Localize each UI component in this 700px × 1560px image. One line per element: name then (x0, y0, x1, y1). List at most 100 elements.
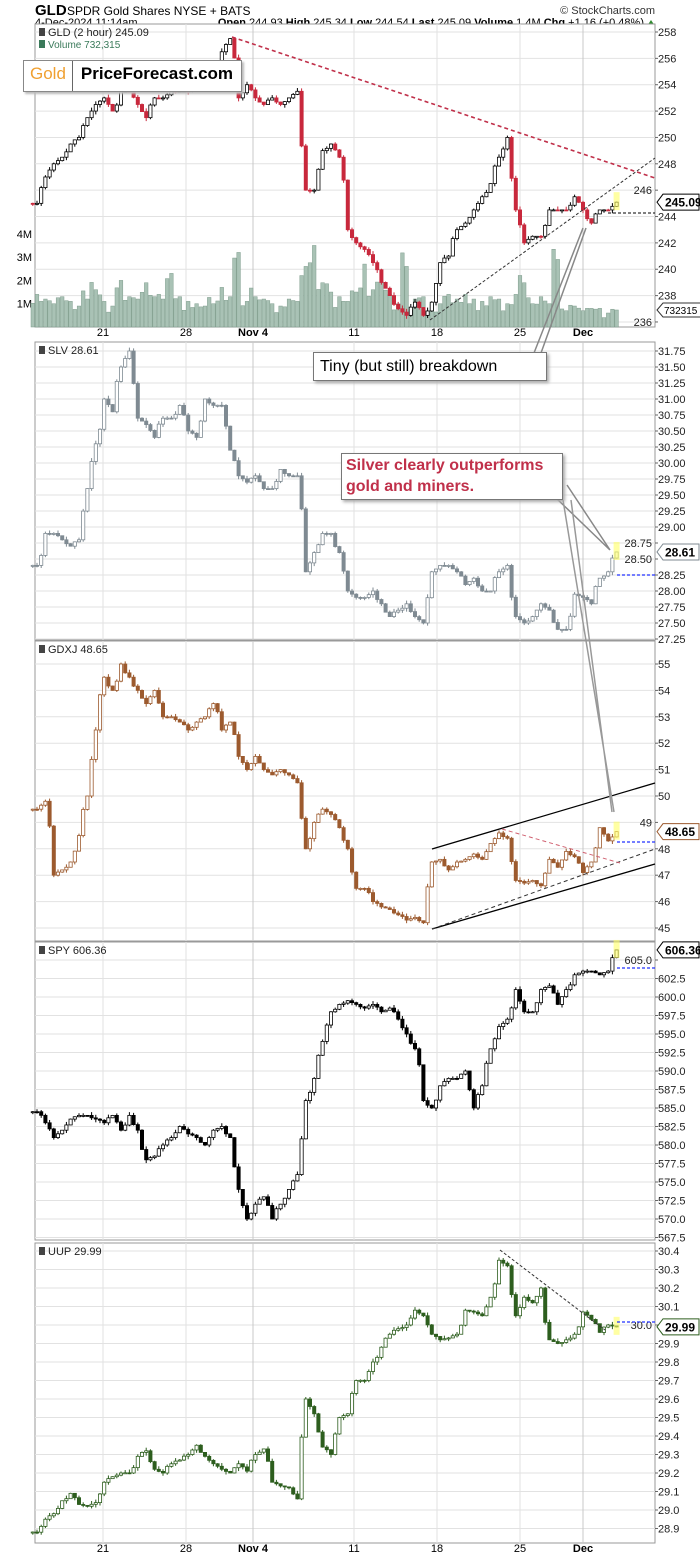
candle-body (480, 196, 485, 204)
candle-body (152, 430, 157, 438)
candle-body (240, 1189, 245, 1207)
volume-bar (257, 299, 262, 328)
candle-body (421, 307, 426, 316)
breakdown-callout: Tiny (but still) breakdown (313, 352, 547, 381)
candle-body (299, 1436, 304, 1500)
candle-body (98, 428, 103, 445)
candle-body (383, 1009, 388, 1013)
candle-body (190, 726, 195, 731)
candle-body (383, 906, 388, 909)
candle-body (72, 1492, 77, 1499)
panel-label: UUP 29.99 (48, 1246, 102, 1258)
volume-bar (564, 310, 569, 328)
volume-bar (484, 305, 489, 328)
candle-body (286, 97, 291, 103)
candle-body (47, 533, 52, 535)
candle-body (438, 565, 443, 570)
candle-body (123, 1124, 128, 1131)
candle-body (316, 168, 321, 191)
candle-body (450, 1077, 455, 1080)
volume-bar (471, 298, 476, 328)
candle-body (93, 104, 98, 112)
candle-body (324, 808, 329, 813)
candle-body (51, 825, 56, 876)
candle-body (375, 590, 380, 600)
candle-body (463, 575, 468, 585)
gdxj-channel-lower (431, 863, 656, 930)
candle-body (320, 1431, 325, 1448)
candle-body (417, 301, 422, 308)
candle-body (169, 1463, 174, 1467)
last-candle-highlight (613, 939, 620, 958)
volume-bar (282, 306, 287, 328)
candle-body (404, 311, 409, 316)
candle-body (547, 1321, 552, 1341)
y-tick-label: 256 (658, 53, 676, 65)
candle-body (496, 156, 501, 167)
candle-body (362, 597, 367, 599)
y-tick-label: 55 (658, 659, 670, 671)
x-axis-label: 11 (348, 1543, 359, 1555)
candle-body (467, 856, 472, 860)
candle-body (144, 1450, 149, 1453)
y-tick-label: 30.75 (658, 410, 686, 422)
candle-body (459, 860, 464, 863)
candle-body (568, 204, 573, 211)
candle-body (60, 1500, 65, 1509)
candle-body (496, 1259, 501, 1285)
y-tick-label: 246 (634, 185, 652, 197)
candle-body (433, 860, 438, 863)
candle-body (253, 756, 258, 765)
candle-body (341, 827, 346, 841)
candle-body (131, 90, 136, 98)
candle-body (417, 616, 422, 621)
resistance-line (231, 36, 656, 179)
candle-body (85, 795, 90, 810)
volume-bar (505, 303, 510, 328)
volume-bar (312, 245, 317, 328)
x-axis-label: 28 (180, 1543, 192, 1555)
candle-body (370, 1361, 375, 1372)
candle-body (610, 957, 615, 972)
candle-body (110, 1115, 115, 1119)
candle-body (127, 672, 132, 678)
logo-site: PriceForecast.com (80, 64, 234, 83)
candle-body (291, 774, 296, 779)
candle-body (240, 92, 245, 99)
candle-body (312, 1078, 317, 1093)
candle-body (572, 854, 577, 858)
candle-body (425, 1315, 430, 1326)
candle-body (358, 1379, 363, 1382)
candle-body (501, 832, 506, 837)
volume-bar (572, 305, 577, 328)
candle-body (139, 104, 144, 112)
candle-body (51, 533, 56, 535)
volume-bar (76, 305, 82, 328)
candle-body (370, 1004, 375, 1007)
volume-bar (131, 297, 136, 328)
up-triangle-icon (647, 20, 655, 26)
candle-body (581, 970, 586, 974)
y-tick-label: 30.2 (658, 1283, 679, 1295)
candle-body (593, 586, 598, 605)
candle-body (43, 533, 48, 556)
candle-body (106, 398, 111, 405)
candle-body (560, 859, 565, 868)
candle-body (488, 590, 493, 593)
candle-body (51, 1128, 56, 1138)
candle-body (219, 1126, 224, 1129)
y-tick-label: 29.9 (658, 1339, 679, 1351)
candle-body (471, 209, 476, 218)
support-line (429, 157, 656, 321)
volume-bar (244, 301, 250, 328)
candle-body (606, 970, 611, 974)
candle-body (244, 478, 249, 483)
volume-bar (181, 309, 187, 328)
candle-body (102, 398, 107, 430)
copyright[interactable]: © StockCharts.com (560, 5, 655, 17)
candle-body (543, 603, 548, 608)
candle-body (387, 907, 392, 910)
candle-body (261, 1196, 266, 1200)
candle-body (207, 708, 212, 718)
y-tick-label: 50 (658, 791, 670, 803)
